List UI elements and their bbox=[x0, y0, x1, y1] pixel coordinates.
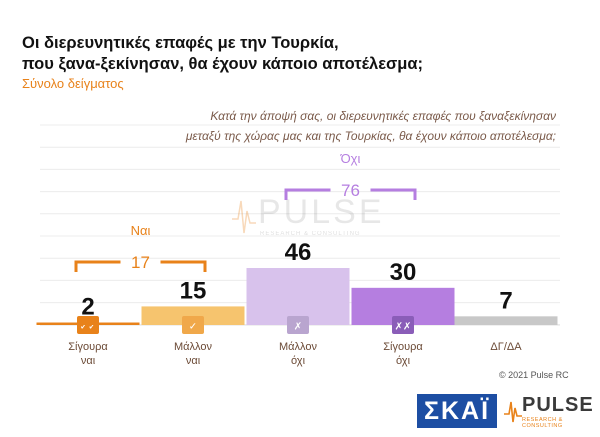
group-label: Ναι bbox=[131, 223, 151, 238]
copyright-note: © 2021 Pulse RC bbox=[499, 370, 569, 380]
bar-value-label: 15 bbox=[180, 277, 207, 304]
group-value: 17 bbox=[131, 253, 150, 272]
check-icon bbox=[182, 316, 204, 334]
check-icon-glyph: ✓ bbox=[189, 322, 197, 333]
bar bbox=[454, 316, 558, 325]
category-label: ναι bbox=[186, 355, 201, 367]
group-value: 76 bbox=[341, 181, 360, 200]
category-label: Σίγουρα bbox=[68, 341, 108, 353]
group-label: Όχι bbox=[340, 151, 361, 166]
category-label: Σίγουρα bbox=[383, 341, 423, 353]
double-check-icon-glyph: ✓✓ bbox=[80, 322, 97, 333]
pulse-logo-tagline: RESEARCH & CONSULTING bbox=[522, 417, 563, 429]
category-label: ναι bbox=[81, 355, 96, 367]
bar-value-label: 7 bbox=[499, 287, 512, 314]
group-bracket bbox=[284, 188, 417, 200]
skai-logo: ΣΚΑΪ bbox=[417, 394, 497, 428]
survey-question: Κατά την άποψή σας, οι διερευνητικές επα… bbox=[86, 106, 556, 146]
category-label: Μάλλον bbox=[279, 341, 317, 353]
pulse-wave-icon bbox=[504, 401, 522, 423]
bar-value-label: 30 bbox=[390, 259, 417, 286]
pulse-logo-word: PULSE bbox=[522, 394, 594, 416]
group-bracket bbox=[74, 260, 207, 272]
chart-title: Οι διερευνητικές επαφές με την Τουρκία, … bbox=[22, 33, 582, 75]
category-label: όχι bbox=[396, 355, 411, 367]
bar-value-label: 46 bbox=[285, 239, 312, 266]
bar-value-label: 2 bbox=[81, 294, 94, 321]
pulse-logo: PULSE RESEARCH & CONSULTING bbox=[504, 394, 596, 429]
chart-subtitle: Σύνολο δείγματος bbox=[22, 76, 124, 91]
bar bbox=[141, 306, 245, 325]
watermark-word: PULSE bbox=[258, 193, 385, 231]
watermark-wave-icon bbox=[232, 200, 256, 234]
double-cross-icon bbox=[392, 316, 414, 334]
category-label: όχι bbox=[291, 355, 306, 367]
cross-icon bbox=[287, 316, 309, 334]
survey-question-line-1: Κατά την άποψή σας, οι διερευνητικές επα… bbox=[210, 109, 556, 123]
chart-title-line-2: που ξανα-ξεκίνησαν, θα έχουν κάποιο αποτ… bbox=[22, 55, 424, 73]
category-label: ΔΓ/ΔΑ bbox=[490, 341, 522, 353]
watermark-tagline: RESEARCH & CONSULTING bbox=[260, 231, 361, 237]
chart-title-line-1: Οι διερευνητικές επαφές με την Τουρκία, bbox=[22, 34, 339, 52]
double-cross-icon-glyph: ✗✗ bbox=[395, 322, 412, 333]
category-label: Μάλλον bbox=[174, 341, 212, 353]
survey-question-line-2: μεταξύ της χώρας μας και της Τουρκίας, θ… bbox=[185, 129, 556, 143]
cross-icon-glyph: ✗ bbox=[294, 322, 302, 333]
bar bbox=[246, 268, 350, 325]
